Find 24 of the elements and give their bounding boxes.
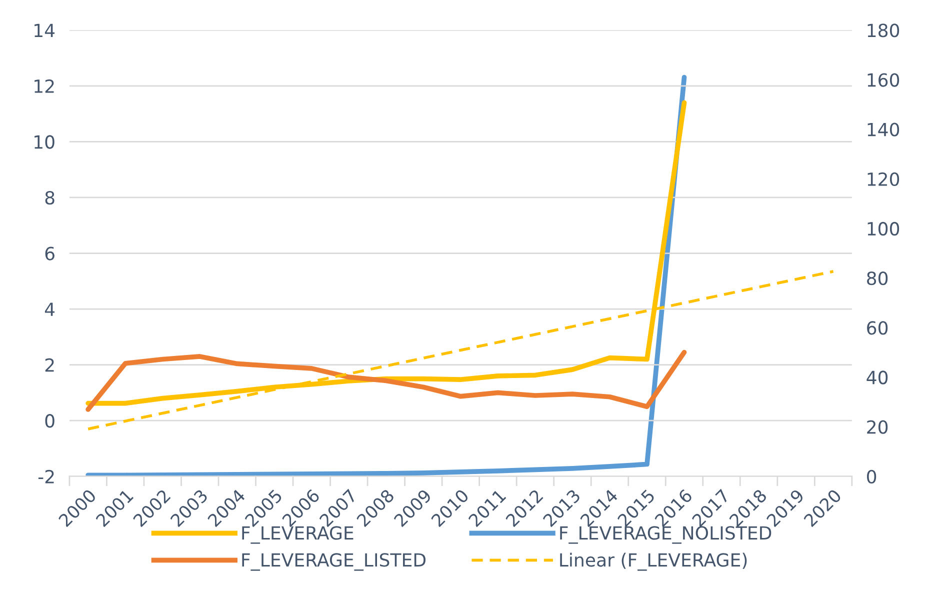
y-tick-label: 14 xyxy=(34,24,55,38)
y2-tick-label: 0 xyxy=(867,470,876,484)
legend-label: F_LEVERAGE_LISTED xyxy=(242,553,426,571)
y2-tick-label: 180 xyxy=(868,24,900,38)
y-tick-label: 12 xyxy=(34,79,54,93)
y-tick-label: 8 xyxy=(45,190,54,205)
line-series xyxy=(86,350,687,412)
y2-tick-label: 20 xyxy=(867,420,888,434)
y-tick-label: 0 xyxy=(45,414,54,428)
legend-label: F_LEVERAGE xyxy=(242,526,354,544)
y2-tick-label: 40 xyxy=(866,370,888,384)
y2-tick-label: 120 xyxy=(868,172,900,186)
y-tick-label: 2 xyxy=(45,358,54,372)
y2-tick-label: 60 xyxy=(867,321,888,335)
y2-tick-label: 80 xyxy=(867,272,888,286)
y2-tick-label: 160 xyxy=(868,73,900,87)
y-tick-label: 4 xyxy=(44,302,55,316)
legend-label: Linear (F_LEVERAGE) xyxy=(560,552,747,571)
legend-label: F_LEVERAGE_NOLISTED xyxy=(560,526,772,544)
y-tick-label: 10 xyxy=(34,135,54,149)
y-tick-label: 6 xyxy=(45,246,54,260)
y-tick-label: -2 xyxy=(38,470,54,484)
y2-tick-label: 140 xyxy=(868,122,900,136)
y2-tick-label: 100 xyxy=(868,222,900,236)
